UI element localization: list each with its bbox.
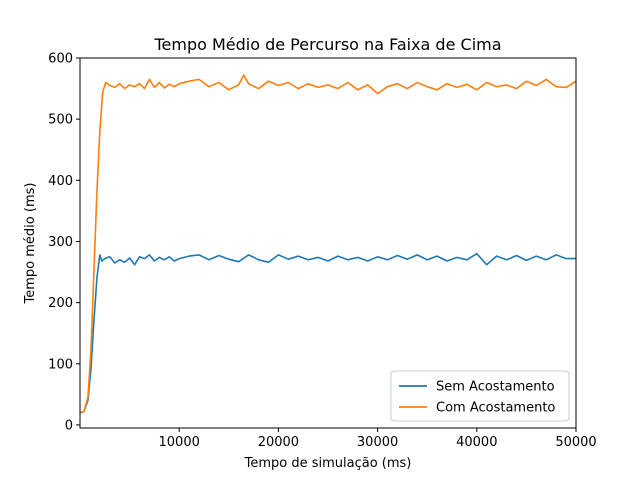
x-tick-label: 50000: [555, 435, 596, 450]
y-axis-label: Tempo médio (ms): [23, 183, 38, 305]
y-tick-label: 400: [48, 174, 73, 189]
legend-box: [390, 370, 570, 422]
x-tick-label: 40000: [456, 435, 497, 450]
x-tick-label: 10000: [159, 435, 200, 450]
y-axis: 0 100 200 300 400 500 600: [48, 52, 80, 433]
legend-label: Sem Acostamento: [436, 380, 555, 395]
x-tick-label: 20000: [258, 435, 299, 450]
x-tick-label: 30000: [357, 435, 398, 450]
plot-frame: [79, 57, 577, 429]
y-tick-label: 0: [65, 418, 73, 433]
legend: Sem Acostamento Com Acostamento: [390, 370, 570, 422]
y-tick-label: 200: [48, 296, 73, 311]
x-axis-label: Tempo de simulação (ms): [244, 456, 412, 471]
y-tick-label: 500: [48, 113, 73, 128]
y-tick-label: 600: [48, 52, 73, 67]
y-tick-label: 300: [48, 235, 73, 250]
chart-title: Tempo Médio de Percurso na Faixa de Cima: [153, 35, 501, 54]
x-axis: 10000 20000 30000 40000 50000: [159, 428, 597, 450]
y-tick-label: 100: [48, 357, 73, 372]
series-line-1: [79, 252, 576, 414]
plot-area: [79, 74, 577, 414]
series-line-2: [79, 74, 577, 414]
legend-label: Com Acostamento: [436, 401, 555, 416]
